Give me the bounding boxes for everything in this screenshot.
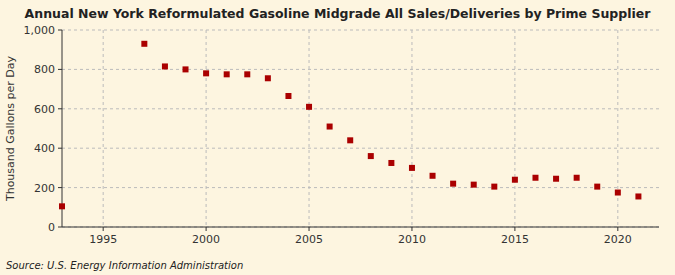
y-grid-line	[62, 30, 659, 31]
y-axis-label: Thousand Gallons per Day	[4, 55, 17, 202]
x-tick-label: 2000	[192, 233, 220, 246]
point	[244, 71, 250, 77]
point	[306, 104, 312, 110]
y-tick	[58, 30, 62, 31]
x-tick	[514, 227, 515, 231]
y-axis-line	[62, 30, 63, 227]
x-grid-line	[103, 30, 104, 227]
y-tick	[58, 187, 62, 188]
x-grid-line	[309, 30, 310, 227]
x-tick	[309, 227, 310, 231]
points	[59, 41, 641, 210]
x-tick-label: 2015	[501, 233, 529, 246]
x-tick	[103, 227, 104, 231]
y-grid-line	[62, 69, 659, 70]
y-grid-line	[62, 227, 659, 228]
point	[327, 124, 333, 130]
x-tick	[617, 227, 618, 231]
point	[615, 190, 621, 196]
point	[553, 176, 559, 182]
y-tick-label: 1,000	[24, 24, 56, 37]
point	[162, 63, 168, 69]
point	[635, 193, 641, 199]
point	[388, 160, 394, 166]
y-tick	[58, 227, 62, 228]
point	[141, 41, 147, 47]
point	[183, 66, 189, 72]
point	[574, 175, 580, 181]
y-tick-label: 400	[34, 142, 55, 155]
point	[430, 173, 436, 179]
x-tick	[411, 227, 412, 231]
axes: 0 200 400 600 800 1,000 1995 2000 2005 2010 2015 20…	[24, 24, 660, 246]
point	[203, 70, 209, 76]
point	[265, 75, 271, 81]
chart: 0 200 400 600 800 1,000 1995 2000 2005 2010 2015 20…	[0, 0, 675, 275]
y-tick-label: 600	[34, 103, 55, 116]
point	[532, 175, 538, 181]
x-grid-line	[206, 30, 207, 227]
y-grid-line	[62, 148, 659, 149]
point	[224, 71, 230, 77]
x-grid-line	[514, 30, 515, 227]
point	[285, 93, 291, 99]
y-tick-label: 0	[48, 221, 55, 234]
point	[59, 203, 65, 209]
x-tick-label: 2010	[398, 233, 426, 246]
point	[512, 177, 518, 183]
y-tick-label: 200	[34, 182, 55, 195]
point	[368, 153, 374, 159]
x-axis-line	[62, 227, 659, 228]
point	[594, 184, 600, 190]
y-grid-line	[62, 187, 659, 188]
grid	[62, 30, 659, 227]
y-tick	[58, 148, 62, 149]
point	[491, 184, 497, 190]
x-grid-line	[617, 30, 618, 227]
x-grid-line	[411, 30, 412, 227]
point	[409, 165, 415, 171]
x-tick-label: 2005	[295, 233, 323, 246]
point	[471, 182, 477, 188]
x-tick-label: 1995	[89, 233, 117, 246]
source-note: Source: U.S. Energy Information Administ…	[6, 260, 243, 271]
y-tick-label: 800	[34, 63, 55, 76]
y-tick	[58, 69, 62, 70]
y-grid-line	[62, 108, 659, 109]
y-tick	[58, 108, 62, 109]
x-tick-label: 2020	[604, 233, 632, 246]
point	[347, 137, 353, 143]
point	[450, 181, 456, 187]
title: Annual New York Reformulated Gasoline Mi…	[25, 6, 652, 21]
x-tick	[206, 227, 207, 231]
